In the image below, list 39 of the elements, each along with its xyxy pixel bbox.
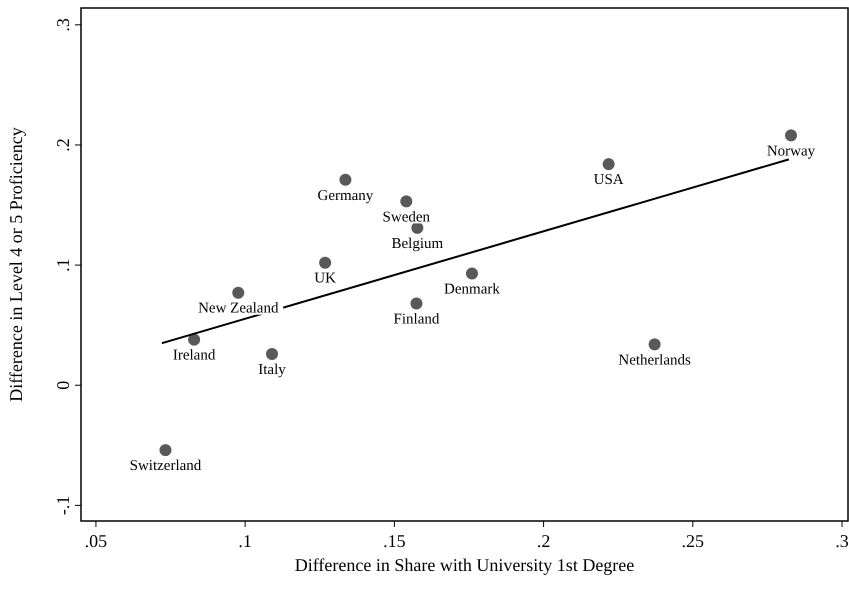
point bbox=[466, 268, 478, 280]
point bbox=[648, 338, 661, 350]
point bbox=[319, 256, 332, 269]
annotation: Norway bbox=[766, 143, 816, 160]
point bbox=[411, 222, 424, 234]
x-tick-label: .05 bbox=[84, 531, 108, 551]
point bbox=[159, 444, 172, 456]
point bbox=[602, 158, 615, 170]
point bbox=[188, 334, 200, 346]
x-tick-label: .3 bbox=[835, 531, 849, 551]
annotation: Germany bbox=[318, 188, 374, 204]
annotation: Sweden bbox=[382, 209, 431, 226]
annotation: New Zealand bbox=[198, 300, 279, 317]
point bbox=[784, 129, 797, 142]
point bbox=[266, 348, 278, 360]
x-tick-label: .1 bbox=[238, 531, 252, 551]
annotation: Denmark bbox=[444, 282, 500, 298]
annotation: Italy bbox=[258, 362, 286, 378]
annotation: UK bbox=[314, 270, 336, 287]
x-tick-label: .15 bbox=[383, 531, 406, 551]
annotation: Switzerland bbox=[130, 458, 202, 474]
y-tick-label: .2 bbox=[53, 138, 73, 152]
annotation: USA bbox=[594, 172, 624, 188]
annotation: Belgium bbox=[392, 236, 444, 252]
point bbox=[339, 174, 352, 186]
x-axis-title: Difference in Share with University 1st Degree bbox=[294, 555, 634, 575]
y-axis-title: Difference in Level 4 or 5 Proficiency bbox=[6, 127, 26, 402]
y-tick-label: .3 bbox=[53, 18, 73, 32]
annotation: Ireland bbox=[172, 348, 216, 364]
point bbox=[410, 298, 422, 310]
annotation: Netherlands bbox=[618, 352, 691, 368]
x-tick-label: .25 bbox=[682, 531, 704, 551]
y-tick-label: 0 bbox=[53, 380, 73, 390]
x-tick-label: .2 bbox=[536, 531, 550, 551]
y-tick-label: -.1 bbox=[53, 496, 73, 516]
point bbox=[232, 286, 244, 299]
point bbox=[400, 195, 412, 208]
y-tick-label: .1 bbox=[53, 258, 73, 272]
annotation: Finland bbox=[394, 312, 440, 328]
